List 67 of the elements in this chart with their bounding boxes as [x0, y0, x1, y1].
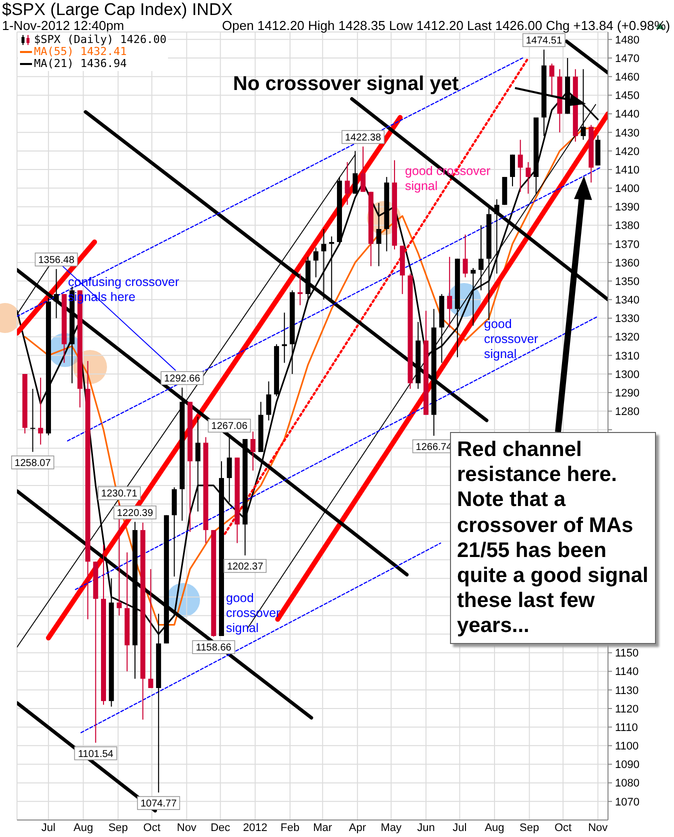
x-tick-label: Apr — [348, 822, 366, 834]
x-tick-label: Nov — [176, 822, 197, 834]
chart-title: $SPX (Large Cap Index) INDX — [2, 0, 233, 20]
y-tick-label: 1370 — [615, 238, 640, 251]
y-tick-label: 1460 — [615, 72, 640, 84]
x-tick-label: Oct — [554, 822, 572, 834]
y-tick-label: 1450 — [615, 90, 640, 102]
annotation: No crossover signal yet — [233, 72, 459, 96]
y-tick-label: 1100 — [615, 740, 639, 753]
x-tick-label: Sep — [520, 822, 540, 834]
y-tick-label: 1140 — [615, 666, 639, 678]
x-tick-label: Aug — [74, 822, 94, 834]
annotation: good crossover signal — [484, 317, 540, 362]
annotation: 1202.37 — [227, 561, 264, 572]
legend-label: MA(21) 1436.94 — [34, 57, 127, 70]
x-tick-label: Feb — [280, 822, 300, 834]
annotation: 1292.66 — [164, 374, 201, 385]
annotation: 1258.07 — [14, 458, 52, 469]
y-tick-label: 1430 — [615, 127, 640, 140]
y-tick-label: 1480 — [615, 34, 640, 46]
x-tick-label: Jul — [452, 822, 467, 834]
y-tick-label: 1290 — [615, 387, 640, 400]
annotation: 1220.39 — [116, 508, 154, 519]
x-tick-label: 2012 — [242, 822, 268, 834]
chart-subtitle: 1-Nov-2012 12:40pm — [2, 18, 124, 33]
x-tick-label: May — [380, 822, 402, 834]
x-tick-label: Nov — [588, 822, 608, 834]
annotation: Red channel resistance here. Note that a crossover of MAs 21/55 has been quite a good signal these last few years... — [450, 432, 656, 644]
y-tick-label: 1440 — [615, 108, 640, 121]
y-tick-label: 1310 — [615, 350, 640, 362]
y-tick-label: 1280 — [615, 406, 640, 418]
y-tick-label: 1400 — [615, 183, 640, 196]
x-tick-label: Sep — [108, 822, 128, 834]
x-tick-label: Aug — [484, 822, 504, 834]
y-tick-label: 1420 — [615, 146, 640, 158]
y-tick-label: 1380 — [615, 220, 640, 232]
y-tick-label: 1070 — [615, 796, 640, 808]
annotation: 1158.66 — [196, 642, 232, 654]
annotation: 1474.51 — [526, 36, 562, 47]
y-tick-label: 1090 — [615, 759, 640, 772]
legend-label: MA(55) 1432.41 — [34, 45, 127, 58]
annotation: 1422.38 — [344, 132, 382, 144]
x-tick-label: Mar — [313, 822, 332, 834]
y-tick-label: 1350 — [615, 276, 640, 288]
annotation: Open 1412.20 High 1428.35 Low 1412.20 Last 1426.00 Chg +13.84 (+0.98%) — [222, 18, 670, 34]
y-tick-label: 1150 — [615, 648, 639, 660]
y-tick-label: 1320 — [615, 332, 640, 344]
y-tick-label: 1110 — [615, 722, 638, 734]
x-tick-label: Jun — [417, 822, 435, 834]
y-tick-label: 1130 — [615, 684, 639, 697]
y-tick-label: 1390 — [615, 202, 640, 214]
x-tick-label: Dec — [210, 822, 231, 834]
annotation: 1101.54 — [78, 748, 114, 760]
y-tick-label: 1300 — [615, 368, 640, 381]
y-tick-label: 1470 — [615, 52, 640, 65]
x-tick-label: Jul — [41, 822, 56, 834]
annotation: 1074.77 — [140, 798, 178, 810]
y-tick-label: 1340 — [615, 294, 640, 307]
x-tick-label: Oct — [143, 822, 160, 834]
legend-label: $SPX (Daily) 1426.00 — [34, 33, 166, 46]
y-tick-label: 1120 — [615, 703, 639, 716]
annotation: 1230.71 — [101, 488, 138, 500]
annotation: 1267.06 — [211, 421, 248, 432]
y-tick-label: 1410 — [615, 164, 640, 176]
y-tick-label: 1360 — [615, 257, 640, 270]
y-tick-label: 1330 — [615, 313, 640, 326]
y-tick-label: 1080 — [615, 778, 640, 790]
